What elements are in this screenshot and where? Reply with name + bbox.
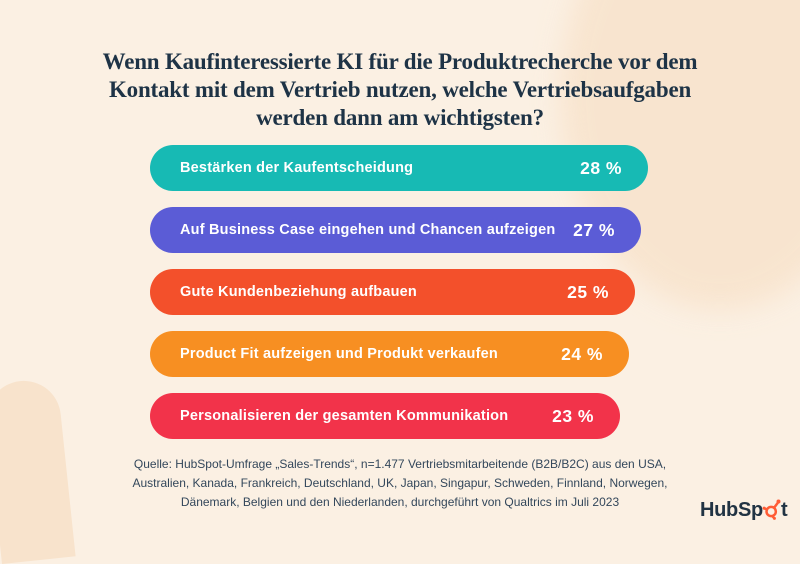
bar-row: Gute Kundenbeziehung aufbauen 25 % (150, 269, 635, 315)
bar-row: Product Fit aufzeigen und Produkt verkau… (150, 331, 629, 377)
bar-row: Personalisieren der gesamten Kommunikati… (150, 393, 620, 439)
hubspot-logo: HubSp t (700, 498, 788, 521)
bar-row: Auf Business Case eingehen und Chancen a… (150, 207, 641, 253)
chart-title-line-1: Wenn Kaufinteressierte KI für die Produk… (102, 49, 698, 74)
source-note-line-2: Australien, Kanada, Frankreich, Deutschl… (132, 476, 668, 490)
hubspot-logo-text-pre: HubSp (700, 499, 763, 521)
hubspot-logo-text-post: t (780, 499, 788, 521)
bar-label: Personalisieren der gesamten Kommunikati… (180, 408, 509, 424)
bar-value: 24 % (561, 343, 603, 364)
source-note: Quelle: HubSpot-Umfrage „Sales-Trends“, … (0, 455, 800, 512)
source-note-line-1: Quelle: HubSpot-Umfrage „Sales-Trends“, … (133, 457, 667, 471)
bar-label: Bestärken der Kaufentscheidung (180, 160, 414, 176)
chart-title-line-2: Kontakt mit dem Vertrieb nutzen, welche … (108, 77, 692, 102)
bar-value: 27 % (573, 219, 615, 240)
bar-value: 23 % (552, 405, 594, 426)
bar-label: Gute Kundenbeziehung aufbauen (180, 284, 417, 300)
bar-label: Product Fit aufzeigen und Produkt verkau… (180, 346, 498, 362)
source-note-line-3: Dänemark, Belgien und den Niederlanden, … (180, 495, 620, 509)
bar-label: Auf Business Case eingehen und Chancen a… (180, 222, 556, 238)
hubspot-sprocket-icon (762, 499, 781, 520)
bar-value: 25 % (567, 281, 609, 302)
bar-value: 28 % (580, 157, 622, 178)
chart-title: Wenn Kaufinteressierte KI für die Produk… (0, 48, 800, 132)
bar-chart: Bestärken der Kaufentscheidung 28 % Auf Bu… (150, 145, 648, 455)
bar-row: Bestärken der Kaufentscheidung 28 % (150, 145, 648, 191)
chart-title-line-3: werden dann am wichtigsten? (256, 105, 544, 130)
